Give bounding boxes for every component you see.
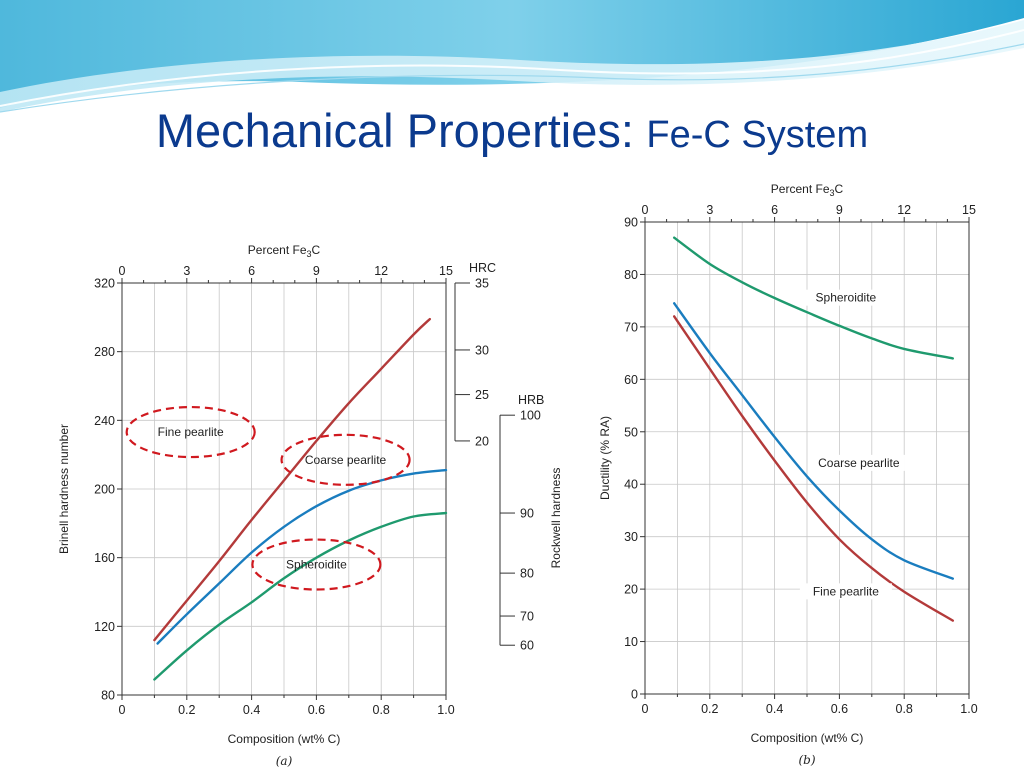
- chart-a-top-tick-label: 12: [374, 264, 388, 278]
- chart-b-y-tick-label: 80: [624, 268, 638, 282]
- chart-a-top-tick-label: 6: [248, 264, 255, 278]
- chart-a-top-tick-label: 3: [183, 264, 190, 278]
- series-label-bg: [799, 583, 892, 600]
- chart-a-y-tick-label: 200: [94, 483, 115, 497]
- chart-b-x-tick-label: 0.4: [766, 702, 783, 716]
- chart-a-x-tick-label: 0.2: [178, 703, 195, 717]
- chart-b-y-tick-label: 40: [624, 478, 638, 492]
- chart-b-y-tick-label: 50: [624, 425, 638, 439]
- chart-a-hardness: 0 0.2 0.4 0.6 0.8 1.0 80 120 160 200 240 280 320 0 3 6 9…: [57, 243, 563, 768]
- chart-b-series-label-fine-pearlite: Fine pearlite: [813, 584, 879, 598]
- chart-b-x-tick-label: 0.2: [701, 702, 718, 716]
- chart-b-top-axis-label: Percent Fe3C: [771, 182, 844, 198]
- chart-b-y-tick-label: 90: [624, 216, 638, 230]
- chart-b-top-tick-label: 15: [962, 203, 976, 217]
- hrb-tick-label: 80: [520, 567, 534, 581]
- chart-a-top-axis-label: Percent Fe3C: [248, 243, 321, 259]
- chart-b-x-tick-label: 0.8: [896, 702, 913, 716]
- chart-b-top-tick-label: 12: [897, 203, 911, 217]
- chart-b-y-axis-label: Ductility (% RA): [598, 416, 612, 500]
- chart-b-y-tick-label: 0: [631, 688, 638, 702]
- hrb-tick-label: 90: [520, 507, 534, 521]
- header-wave-decoration: [0, 0, 1024, 113]
- chart-a-x-tick-label: 0: [119, 703, 126, 717]
- series-label-bg: [799, 289, 892, 306]
- chart-b-series-label-spheroidite: Spheroidite: [816, 291, 877, 305]
- chart-b-top-tick-label: 0: [642, 203, 649, 217]
- annotation-ellipse-coarse-pearlite: [280, 433, 411, 486]
- figure-background: [58, 178, 978, 768]
- chart-a-y-tick-label: 80: [101, 689, 115, 703]
- chart-b-series-fine-pearlite: [673, 315, 954, 622]
- chart-a-x-tick-label: 1.0: [437, 703, 454, 717]
- chart-b-top-tick-label: 3: [706, 203, 713, 217]
- chart-a-series-fine-pearlite: [153, 317, 431, 642]
- chart-b-top-tick-label: 9: [836, 203, 843, 217]
- chart-a-x-tick-label: 0.6: [308, 703, 325, 717]
- chart-a-series-coarse-pearlite: [156, 468, 448, 645]
- chart-b-series-label-coarse-pearlite: Coarse pearlite: [818, 456, 900, 470]
- hrb-tick-label: 60: [520, 639, 534, 653]
- series-label-bg: [812, 454, 905, 471]
- chart-b-y-tick-label: 30: [624, 530, 638, 544]
- chart-a-y-tick-label: 320: [94, 277, 115, 291]
- hrc-axis-label: HRC: [469, 261, 496, 275]
- annotation-label-coarse-pearlite: Coarse pearlite: [305, 453, 387, 467]
- chart-b-caption: (b): [798, 753, 815, 767]
- chart-b-series-coarse-pearlite: [673, 302, 954, 580]
- annotation-ellipse-spheroidite: [251, 538, 382, 591]
- chart-b-y-tick-label: 20: [624, 583, 638, 597]
- hrc-tick-label: 20: [475, 434, 489, 448]
- chart-a-caption: (a): [276, 754, 293, 768]
- chart-b-x-tick-label: 1.0: [960, 702, 977, 716]
- annotation-ellipse-fine-pearlite: [125, 405, 256, 459]
- chart-a-series-spheroidite: [153, 511, 448, 681]
- chart-a-y-tick-label: 240: [94, 414, 115, 428]
- chart-b-x-tick-label: 0: [642, 702, 649, 716]
- chart-b-x-tick-label: 0.6: [831, 702, 848, 716]
- chart-b-y-tick-label: 60: [624, 373, 638, 387]
- rockwell-axis-title: Rockwell hardness: [549, 468, 563, 569]
- chart-a-top-tick-label: 9: [313, 264, 320, 278]
- chart-a-y-tick-label: 120: [94, 620, 115, 634]
- chart-a-top-tick-label: 15: [439, 264, 453, 278]
- hrb-axis-label: HRB: [518, 393, 544, 407]
- chart-a-y-tick-label: 280: [94, 345, 115, 359]
- hrb-tick-label: 100: [520, 409, 541, 423]
- hrb-tick-label: 70: [520, 610, 534, 624]
- slide-title-subtitle: Fe-C System: [646, 114, 869, 156]
- annotation-label-fine-pearlite: Fine pearlite: [158, 425, 224, 439]
- chart-b-top-tick-label: 6: [771, 203, 778, 217]
- slide-title-main: Mechanical Properties:: [155, 104, 634, 157]
- slide-title: Mechanical Properties: Fe-C System: [0, 103, 1024, 158]
- chart-b-y-tick-label: 70: [624, 320, 638, 334]
- hrc-tick-label: 25: [475, 388, 489, 402]
- chart-b-x-axis-label: Composition (wt% C): [751, 731, 864, 745]
- hrc-tick-label: 30: [475, 343, 489, 357]
- chart-b-series-spheroidite: [673, 236, 954, 360]
- chart-a-y-tick-label: 160: [94, 551, 115, 565]
- annotation-label-spheroidite: Spheroidite: [286, 558, 347, 572]
- chart-a-x-axis-label: Composition (wt% C): [228, 732, 341, 746]
- chart-b-ductility: 0 0.2 0.4 0.6 0.8 1.0 0 10 20 30 40 50 60 70 80 90 0 3 6 9 1…: [598, 182, 978, 767]
- hrc-tick-label: 35: [475, 277, 489, 291]
- chart-b-y-tick-label: 10: [624, 635, 638, 649]
- chart-a-y-axis-label: Brinell hardness number: [57, 424, 71, 554]
- chart-a-top-tick-label: 0: [119, 264, 126, 278]
- chart-a-x-tick-label: 0.8: [373, 703, 390, 717]
- chart-a-x-tick-label: 0.4: [243, 703, 260, 717]
